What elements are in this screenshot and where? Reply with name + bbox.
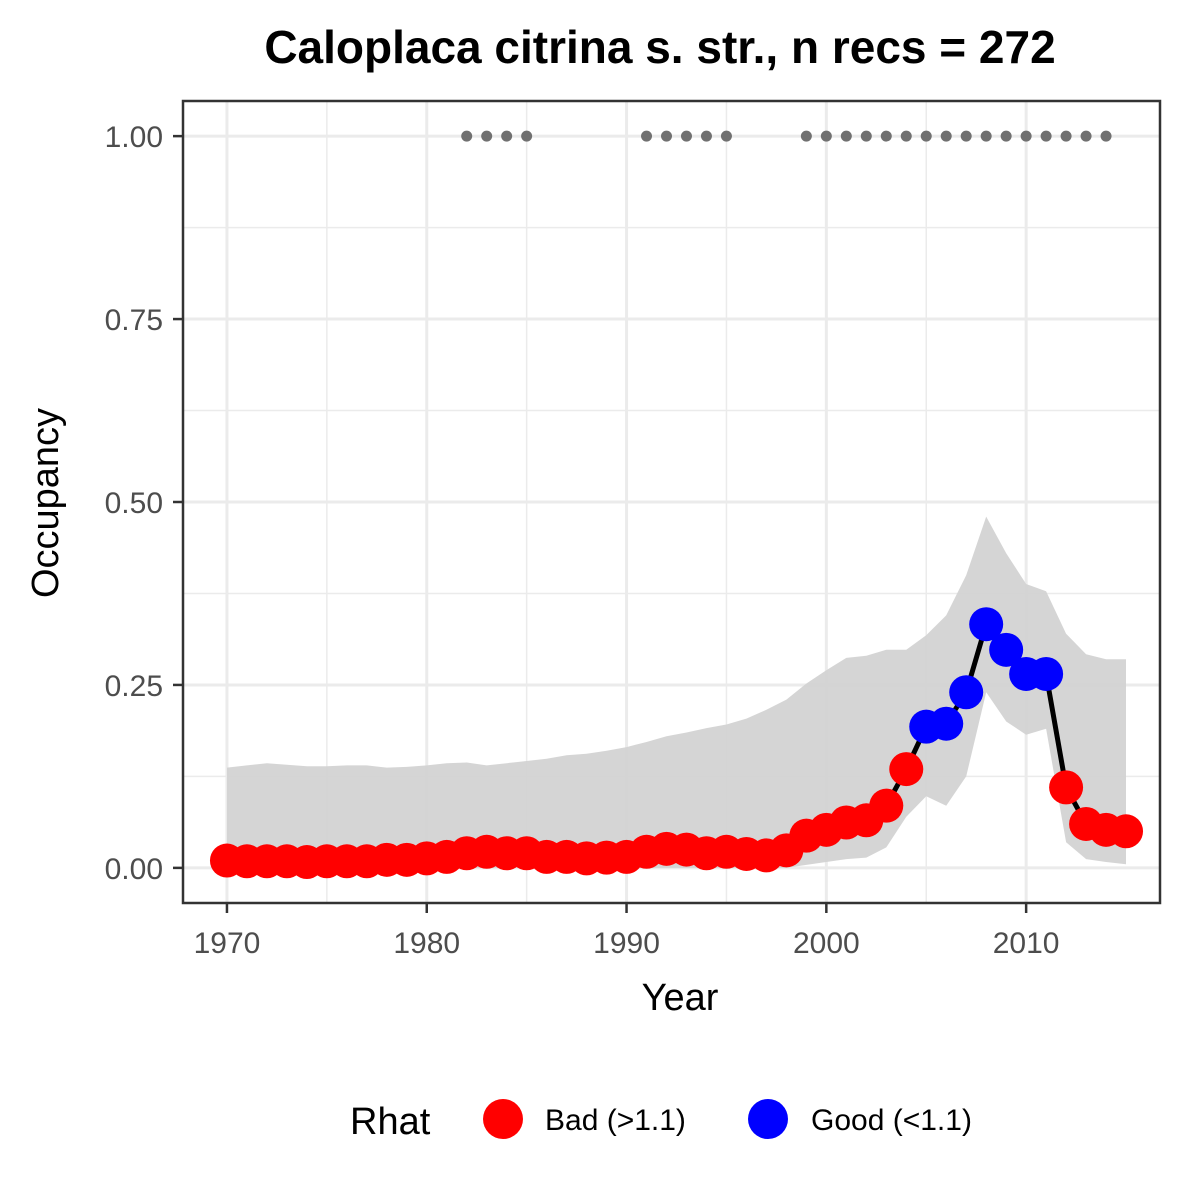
record-year-dot: [1020, 130, 1032, 142]
legend-label-good: Good (<1.1): [811, 1104, 972, 1137]
chart-title: Caloplaca citrina s. str., n recs = 272: [264, 21, 1055, 73]
occupancy-point-good: [969, 607, 1004, 642]
axes: 1970 1980 1990 2000 2010 0.00 0.25 0.50 0.75 1.00: [105, 99, 1162, 960]
occupancy-point-bad: [869, 788, 904, 823]
record-year-dot: [920, 130, 932, 142]
legend-label-bad: Bad (>1.1): [545, 1104, 686, 1137]
record-year-dot: [1080, 130, 1092, 142]
occupancy-point-good: [929, 706, 964, 741]
record-year-dot: [1040, 130, 1052, 142]
y-tick-label: 0.00: [105, 853, 163, 886]
legend-key-good: [748, 1099, 788, 1139]
y-tick-label: 1.00: [105, 121, 163, 154]
record-year-dot: [940, 130, 952, 142]
record-year-dot: [1060, 130, 1072, 142]
x-axis-title: Year: [642, 977, 719, 1019]
record-year-dot: [501, 130, 513, 142]
x-tick-label: 1980: [393, 927, 460, 960]
record-year-dot: [840, 130, 852, 142]
legend-key-bad: [483, 1099, 523, 1139]
y-tick-label: 0.75: [105, 304, 163, 337]
record-year-dot: [521, 130, 533, 142]
legend: Rhat Bad (>1.1) Good (<1.1): [350, 1099, 972, 1143]
record-year-dot: [461, 130, 473, 142]
record-year-dot: [1000, 130, 1012, 142]
record-year-dot: [680, 130, 692, 142]
occupancy-point-bad: [1049, 770, 1084, 805]
occupancy-point-good: [1029, 656, 1064, 691]
y-axis-title: Occupancy: [25, 408, 67, 598]
record-year-dot: [800, 130, 812, 142]
record-year-dot: [860, 130, 872, 142]
x-tick-label: 2010: [993, 927, 1060, 960]
x-tick-label: 1990: [593, 927, 660, 960]
record-year-dot: [661, 130, 673, 142]
record-year-dot: [481, 130, 493, 142]
record-year-dot: [880, 130, 892, 142]
record-year-dot: [820, 130, 832, 142]
record-year-dot: [900, 130, 912, 142]
credible-interval-ribbon: [227, 516, 1126, 868]
occupancy-point-good: [989, 632, 1024, 667]
x-tick-label: 2000: [793, 927, 860, 960]
record-year-dot: [720, 130, 732, 142]
y-tick-label: 0.25: [105, 670, 163, 703]
record-year-dot: [700, 130, 712, 142]
record-year-dot: [960, 130, 972, 142]
occupancy-point-good: [949, 675, 984, 710]
legend-title: Rhat: [350, 1101, 431, 1143]
x-tick-label: 1970: [194, 927, 261, 960]
record-year-dot: [980, 130, 992, 142]
occupancy-point-bad: [1109, 814, 1144, 849]
occupancy-point-bad: [889, 752, 924, 787]
plot-panel: [183, 101, 1160, 903]
y-tick-label: 0.50: [105, 487, 163, 520]
record-year-dot: [641, 130, 653, 142]
record-year-dot: [1100, 130, 1112, 142]
